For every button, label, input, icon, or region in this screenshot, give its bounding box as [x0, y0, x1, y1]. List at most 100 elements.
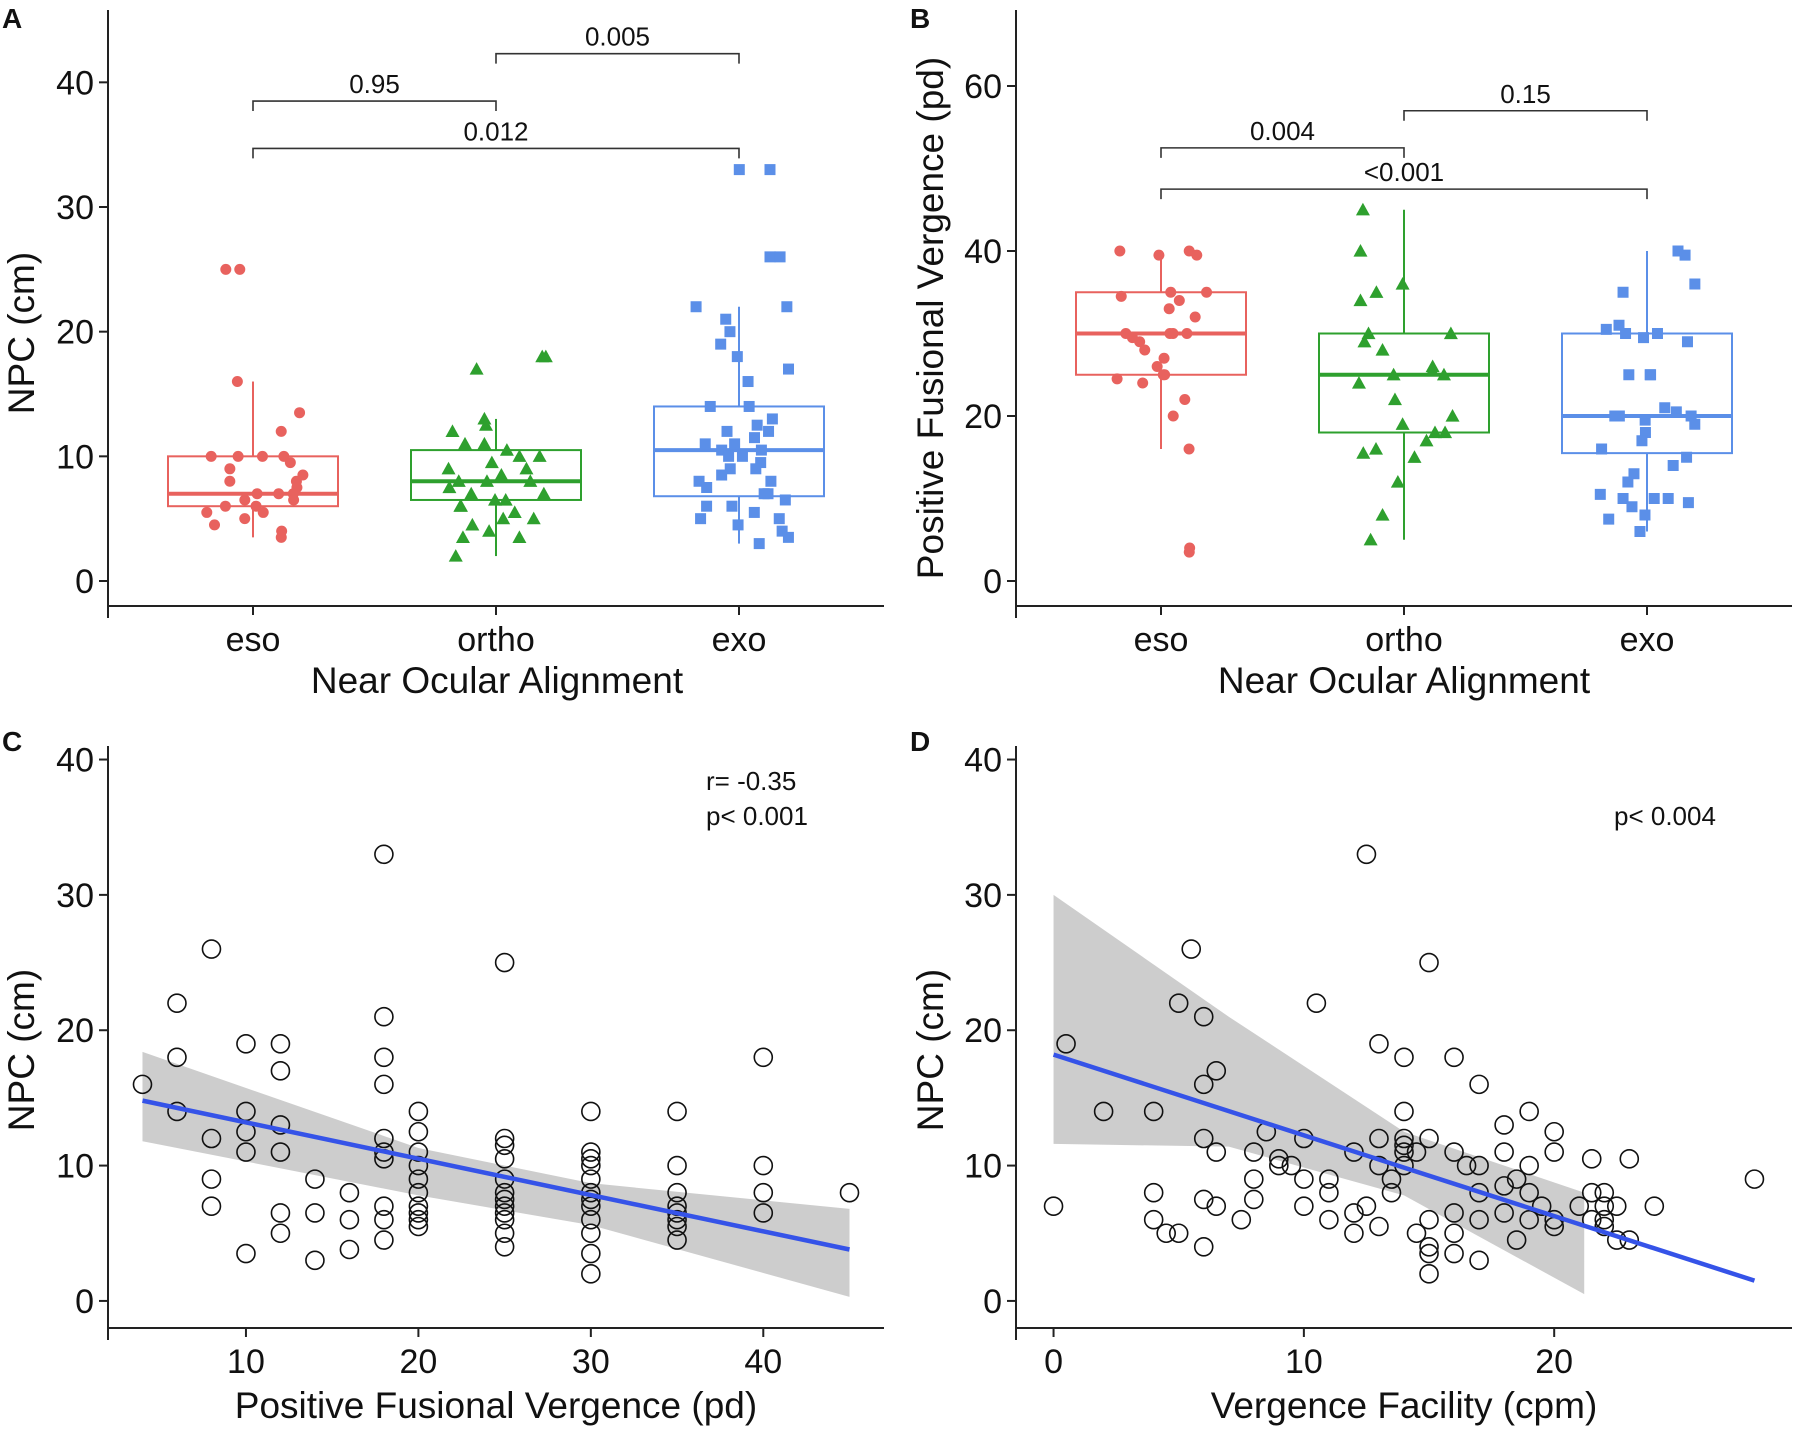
data-point [1444, 1203, 1464, 1223]
x-tick-label: ortho [1365, 621, 1443, 659]
data-point [464, 486, 479, 500]
comparison-p-value: <0.001 [1364, 157, 1444, 187]
data-point [766, 413, 778, 425]
data-point [374, 844, 394, 865]
data-point [1645, 369, 1657, 381]
data-point [1419, 1209, 1439, 1230]
y-tick-label: 60 [964, 68, 1002, 106]
data-point [1395, 417, 1410, 430]
data-point [339, 1239, 360, 1260]
data-point [224, 463, 236, 475]
data-point [1443, 326, 1458, 340]
data-point [441, 461, 456, 475]
data-point [1319, 1169, 1339, 1189]
data-point [270, 1223, 291, 1244]
data-point [1519, 1182, 1539, 1203]
data-point [479, 474, 494, 487]
data-point [1043, 1196, 1064, 1216]
data-point [1206, 1196, 1227, 1216]
panel-d-npc-vs-facility: D 0 10 20 30 40 0 10 20 p< 0.004 Vergence Facil… [910, 726, 1792, 1426]
x-tick-label: eso [1134, 621, 1189, 659]
data-point [581, 1149, 601, 1169]
data-point [1369, 1216, 1389, 1237]
data-point [1469, 1074, 1489, 1095]
data-point [1193, 1236, 1214, 1257]
data-point [690, 301, 702, 313]
data-point [764, 164, 776, 176]
data-point [753, 538, 765, 550]
data-point [729, 438, 741, 450]
data-point [494, 1223, 515, 1244]
data-point [701, 482, 713, 493]
data-point [536, 486, 551, 500]
data-point [526, 511, 541, 525]
data-point [1375, 343, 1390, 356]
data-point [1494, 1203, 1514, 1223]
data-point [201, 1169, 222, 1189]
data-point [1685, 410, 1697, 422]
data-point [1183, 546, 1195, 558]
data-point [1093, 1101, 1114, 1122]
data-point [1356, 1196, 1377, 1216]
data-point [1531, 1196, 1552, 1216]
y-axis-title: Positive Fusional Vergence (pd) [910, 57, 951, 579]
data-point [1648, 493, 1660, 504]
data-point [736, 450, 748, 462]
data-point [1494, 1176, 1514, 1196]
data-point [753, 1047, 774, 1068]
data-point [494, 1203, 515, 1223]
data-point [270, 1061, 291, 1081]
data-point [1689, 418, 1701, 430]
x-axis-title: Near Ocular Alignment [311, 660, 684, 701]
data-point [374, 1074, 394, 1095]
data-point [715, 338, 727, 350]
data-point [1319, 1182, 1339, 1203]
data-point [1193, 1128, 1214, 1149]
data-point [1056, 1033, 1076, 1054]
y-tick-label: 0 [983, 563, 1002, 601]
y-axis-title: NPC (cm) [1, 252, 42, 414]
data-point [488, 492, 503, 506]
data-point [479, 418, 494, 431]
data-point [1159, 369, 1171, 381]
data-point [1167, 410, 1179, 422]
data-point [1193, 1006, 1214, 1027]
panel-letter: A [2, 3, 22, 34]
data-point [275, 425, 287, 437]
x-tick-label: exo [712, 621, 767, 659]
data-point [765, 475, 777, 487]
comparison-bracket [1160, 188, 1648, 200]
data-point [1444, 1223, 1464, 1244]
data-point [374, 1047, 394, 1068]
data-point [1581, 1182, 1602, 1203]
data-point [1628, 468, 1640, 480]
data-point [1445, 409, 1460, 422]
box-eso [167, 455, 339, 508]
data-point [1294, 1196, 1314, 1216]
data-point [704, 400, 716, 412]
data-point [732, 519, 744, 531]
data-point [1681, 451, 1693, 463]
correlation-annotation: r= -0.35 [706, 766, 796, 796]
data-point [1519, 1155, 1539, 1176]
x-tick-label: ortho [457, 621, 535, 659]
data-point [512, 530, 527, 543]
data-point [1419, 1236, 1439, 1257]
data-point [1419, 433, 1434, 447]
data-point [1294, 1169, 1314, 1189]
data-point [1634, 526, 1646, 537]
data-point [1444, 1243, 1464, 1264]
data-point [839, 1182, 860, 1203]
data-point [1394, 1047, 1414, 1068]
data-point [201, 1196, 222, 1216]
data-point [532, 449, 547, 462]
data-point [1427, 425, 1442, 439]
data-point [469, 362, 484, 375]
data-point [408, 1203, 429, 1223]
comparison-p-value: 0.95 [349, 69, 400, 99]
data-point [721, 425, 733, 437]
data-point [1181, 328, 1193, 339]
data-point [1594, 1209, 1615, 1230]
data-point [499, 443, 514, 456]
comparison-p-value: 0.012 [463, 116, 528, 146]
